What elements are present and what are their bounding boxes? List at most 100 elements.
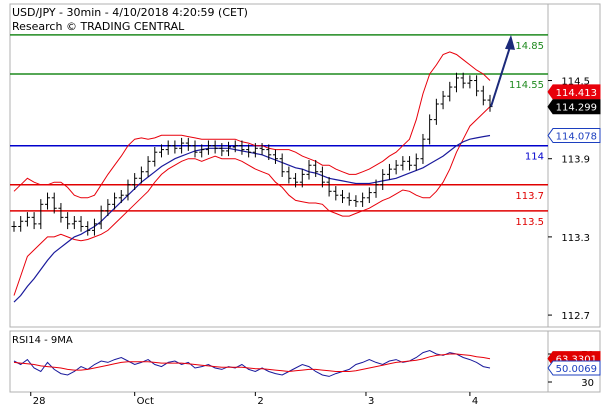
candle <box>252 143 258 158</box>
price-tag-label-price: 114.299 <box>556 103 597 114</box>
candle <box>105 199 111 217</box>
candle <box>165 140 171 155</box>
candle <box>152 146 158 167</box>
candle <box>293 173 299 188</box>
rsi-axis-label: 30 <box>581 378 594 389</box>
candle <box>246 144 252 158</box>
candle <box>179 137 185 154</box>
price-axis-label: 114.5 <box>561 77 590 88</box>
rsi-tag-rsi <box>547 360 601 376</box>
candle <box>393 160 399 175</box>
candle <box>467 75 473 89</box>
main-panel-frame <box>9 3 601 328</box>
chart-title: USD/JPY - 30min - 4/10/2018 4:20:59 (CET… <box>12 6 248 19</box>
candle <box>313 160 319 177</box>
candle <box>132 173 138 190</box>
level-label-114-85: 114.85 <box>509 41 544 52</box>
candle <box>440 90 446 110</box>
candle <box>319 166 325 188</box>
rsi-series-rsi <box>13 349 491 377</box>
bollinger-upper-line <box>13 51 491 199</box>
candle <box>11 221 17 232</box>
candle <box>413 153 419 171</box>
candle <box>279 153 285 177</box>
candle <box>232 140 238 153</box>
candle <box>58 203 64 223</box>
price-tag-price <box>547 99 601 115</box>
candle <box>91 218 97 236</box>
price-axis-label: 113.9 <box>561 155 590 166</box>
candle <box>158 144 164 158</box>
candle <box>45 192 51 210</box>
candle <box>480 85 486 106</box>
candle <box>185 137 191 151</box>
x-axis-label: 2 <box>257 396 263 407</box>
candle <box>118 189 124 204</box>
candle <box>138 166 144 184</box>
candle <box>360 192 366 207</box>
level-label-113-7: 113.7 <box>515 191 544 202</box>
candle <box>65 212 71 230</box>
candle <box>85 221 91 236</box>
candle <box>272 149 278 164</box>
candle <box>51 192 57 214</box>
price-tag-bollinger <box>547 84 601 100</box>
candle <box>172 140 178 154</box>
x-axis-label: Oct <box>137 396 154 407</box>
candle <box>212 140 218 154</box>
candle <box>24 212 30 227</box>
candle <box>474 75 480 97</box>
x-axis-label: 3 <box>368 396 374 407</box>
level-label-114: 114 <box>525 152 544 163</box>
rsi-panel-frame <box>9 330 601 393</box>
candle <box>192 140 198 158</box>
rsi-tag-label-rsi_ma: 63.3301 <box>556 355 597 366</box>
price-tag-label-moving_average: 114.078 <box>556 132 597 143</box>
candle <box>112 192 118 210</box>
candle <box>219 143 225 157</box>
level-label-113-5: 113.5 <box>515 217 544 228</box>
candle <box>226 141 232 157</box>
bollinger-lower-line <box>13 106 491 296</box>
candle <box>453 72 459 93</box>
candle <box>407 156 413 171</box>
price-tag-moving_average <box>547 128 601 144</box>
candle <box>259 143 265 155</box>
candle <box>420 133 426 164</box>
candle <box>239 140 245 155</box>
candle <box>199 144 205 158</box>
candle <box>266 144 272 161</box>
candle <box>306 160 312 180</box>
candle <box>18 216 24 232</box>
rsi-series-rsi_ma <box>13 353 491 373</box>
moving-average-line <box>13 134 491 303</box>
candle <box>38 199 44 230</box>
candle <box>386 163 392 180</box>
candle <box>286 166 292 184</box>
level-label-114-55: 114.55 <box>509 80 544 91</box>
candle <box>380 169 386 190</box>
candle <box>460 72 466 89</box>
chart-subtitle: Research © TRADING CENTRAL <box>12 20 185 33</box>
candle <box>333 186 339 201</box>
candle <box>125 179 131 201</box>
candle <box>145 156 151 177</box>
candle <box>427 114 433 145</box>
candle <box>205 140 211 155</box>
candle <box>299 169 305 188</box>
candle <box>326 176 332 197</box>
candle <box>353 195 359 207</box>
forecast-arrow-head <box>505 34 515 50</box>
rsi-tag-label-rsi: 50.0069 <box>556 364 597 375</box>
candle <box>373 179 379 198</box>
candle <box>31 212 37 230</box>
price-axis-label: 112.7 <box>561 311 590 322</box>
x-axis-label: 28 <box>33 396 46 407</box>
forecast-arrow-shaft <box>490 46 511 107</box>
candle <box>340 189 346 204</box>
candle <box>346 192 352 206</box>
candle <box>78 216 84 232</box>
price-axis-label: 113.3 <box>561 233 590 244</box>
candle <box>447 81 453 102</box>
